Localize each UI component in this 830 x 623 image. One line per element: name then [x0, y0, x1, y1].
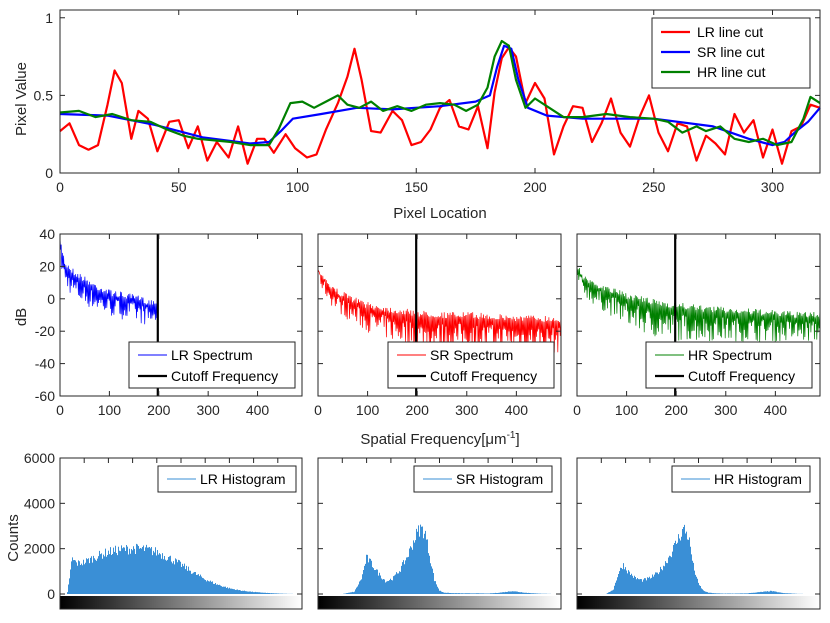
line-cut-axes-frame: [59, 9, 821, 174]
line-cut-series-hr: [59, 39, 821, 147]
x-tick-label: 0: [314, 402, 322, 418]
x-tick-label: 200: [406, 402, 430, 418]
x-tick-label: 100: [98, 402, 122, 418]
line-cut-xlabel: Pixel Location: [393, 205, 486, 222]
spectrum-trace: [317, 269, 562, 353]
y-tick-label: 40: [39, 226, 55, 242]
legend-box: [645, 341, 813, 389]
y-tick-label: -60: [35, 388, 55, 404]
legend-label: HR Histogram: [714, 471, 802, 487]
y-tick-label: 6000: [24, 450, 55, 466]
spectrum-trace: [576, 264, 821, 342]
legend-label: LR Spectrum: [171, 347, 253, 363]
grayscale-colorbar: [60, 596, 302, 609]
x-tick-label: 400: [505, 402, 529, 418]
xlabel-superscript: -1: [507, 430, 516, 441]
x-tick-label: 0: [56, 179, 64, 195]
xlabel-main: Spatial Frequency[μm: [360, 431, 506, 448]
legend-label: HR Spectrum: [688, 347, 772, 363]
x-tick-label: 400: [764, 402, 788, 418]
y-tick-label: 0: [47, 586, 55, 602]
spectrum-trace: [59, 237, 159, 325]
axes-frame: [317, 233, 562, 397]
legend-label: LR Histogram: [200, 471, 286, 487]
legend-label: SR Histogram: [456, 471, 543, 487]
x-tick-label: 100: [615, 402, 639, 418]
spectrum-shared-xlabel: Spatial Frequency[μm-1]: [360, 430, 519, 448]
histogram-legend-sr: SR Histogram: [413, 465, 553, 493]
x-tick-label: 300: [761, 179, 785, 195]
grayscale-colorbar: [318, 596, 561, 609]
legend-label-sr: SR line cut: [697, 44, 765, 60]
x-tick-label: 300: [455, 402, 479, 418]
spectrum-legend-hr: HR Spectrum Cutoff Frequency: [645, 341, 813, 389]
x-tick-label: 200: [147, 402, 171, 418]
spectrum-legend-sr: SR Spectrum Cutoff Frequency: [387, 341, 555, 389]
spectrum-subplot-hr: 0 100 200 300 400: [573, 233, 821, 418]
spectrum-subplot-sr: 0 100 200 300 400: [314, 233, 562, 418]
legend-label-cutoff: Cutoff Frequency: [688, 368, 795, 384]
line-cut-ticks: 0 50 100 150 200 250 300 0 0.5 1: [34, 10, 820, 195]
x-tick-label: 200: [665, 402, 689, 418]
line-cut-legend: LR line cut SR line cut HR line cut: [651, 17, 811, 89]
x-tick-label: 250: [642, 179, 666, 195]
line-cut-panel: 0 50 100 150 200 250 300 0 0.5 1 Pixel Location P…: [13, 9, 821, 222]
xlabel-close: ]: [515, 431, 519, 448]
y-tick-label: 1: [45, 10, 53, 26]
y-tick-label: -40: [35, 356, 55, 372]
y-tick-label: -20: [35, 323, 55, 339]
x-tick-label: 100: [286, 179, 310, 195]
histogram-legend-hr: HR Histogram: [671, 465, 811, 493]
x-tick-label: 0: [56, 402, 64, 418]
legend-label-cutoff: Cutoff Frequency: [430, 368, 537, 384]
legend-label-lr: LR line cut: [697, 24, 763, 40]
x-tick-label: 400: [246, 402, 270, 418]
axes-frame: [576, 233, 821, 397]
y-tick-label: 2000: [24, 541, 55, 557]
spectrum-ylabel: dB: [13, 308, 30, 326]
line-cut-ylabel: Pixel Value: [13, 62, 30, 136]
y-tick-label: 0: [47, 291, 55, 307]
x-tick-label: 300: [196, 402, 220, 418]
legend-box: [128, 341, 296, 389]
x-tick-label: 50: [171, 179, 187, 195]
x-tick-label: 150: [405, 179, 429, 195]
x-tick-label: 100: [356, 402, 380, 418]
y-tick-label: 4000: [24, 495, 55, 511]
spectrum-subplot-lr: 0 100 200 300 400 -60 -40 -20 0 20 40: [35, 226, 303, 418]
histogram-legend-lr: LR Histogram: [157, 465, 297, 493]
x-tick-label: 200: [523, 179, 547, 195]
y-tick-label: 0: [45, 165, 53, 181]
spectrum-legend-lr: LR Spectrum Cutoff Frequency: [128, 341, 296, 389]
legend-label: SR Spectrum: [430, 347, 513, 363]
x-tick-label: 0: [573, 402, 581, 418]
axes-frame: [59, 233, 303, 397]
grayscale-colorbar: [577, 596, 820, 609]
histogram-panels: 0 2000 4000 6000 Counts LR Histogram SR His…: [5, 450, 821, 610]
histogram-ylabel: Counts: [5, 514, 22, 562]
y-tick-label: 0.5: [34, 87, 54, 103]
x-tick-label: 300: [714, 402, 738, 418]
legend-label-hr: HR line cut: [697, 64, 766, 80]
legend-box: [387, 341, 555, 389]
legend-label-cutoff: Cutoff Frequency: [171, 368, 278, 384]
y-tick-label: 20: [39, 258, 55, 274]
